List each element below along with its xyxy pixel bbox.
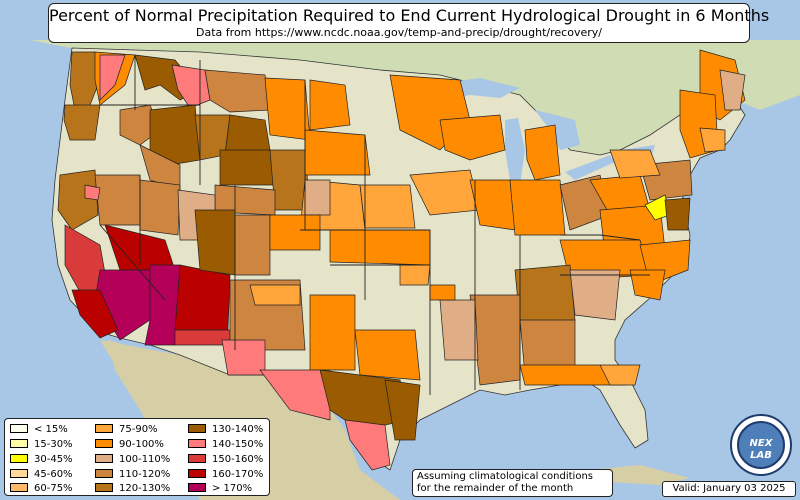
legend-item: 150-160%	[188, 453, 263, 467]
valid-date-label: Valid: January 03 2025	[662, 481, 796, 497]
legend-swatch	[188, 438, 206, 448]
logo-text-bottom: LAB	[750, 450, 772, 461]
legend-swatch	[10, 438, 28, 448]
legend-label: 15-30%	[34, 439, 73, 450]
legend-item: 15-30%	[10, 438, 73, 452]
legend-swatch	[95, 438, 113, 448]
legend-swatch	[10, 482, 28, 492]
assumption-note: Assuming climatological conditions for t…	[412, 469, 613, 497]
legend-label: > 170%	[212, 483, 253, 494]
legend-swatch	[10, 453, 28, 463]
note-line-2: for the remainder of the month	[417, 483, 574, 494]
legend-swatch	[188, 482, 206, 492]
logo-text: NEX LAB	[741, 438, 781, 462]
legend-label: 45-60%	[34, 469, 73, 480]
lake-huron	[535, 110, 580, 150]
map-title: Percent of Normal Precipitation Required…	[49, 6, 770, 25]
legend-label: 160-170%	[212, 469, 264, 480]
nexlab-logo: NEX LAB	[730, 414, 792, 476]
legend-label: 60-75%	[34, 483, 73, 494]
legend-item: 140-150%	[188, 438, 263, 452]
globe-icon: NEX LAB	[737, 421, 785, 469]
legend-swatch	[95, 482, 113, 492]
legend-label: 75-90%	[119, 424, 158, 435]
legend-item: 30-45%	[10, 453, 73, 467]
legend-item: 90-100%	[95, 438, 164, 452]
lake-michigan	[505, 118, 525, 185]
legend-swatch	[188, 423, 206, 433]
legend-label: 140-150%	[212, 439, 264, 450]
drought-regions	[57, 49, 746, 471]
legend-label: 150-160%	[212, 454, 264, 465]
legend-item: 45-60%	[10, 468, 73, 482]
legend-item: 120-130%	[95, 482, 170, 496]
legend-label: 30-45%	[34, 454, 73, 465]
legend-item: 160-170%	[188, 468, 263, 482]
legend-swatch	[10, 423, 28, 433]
legend-label: 130-140%	[212, 424, 264, 435]
legend-item: < 15%	[10, 423, 68, 437]
legend-label: 110-120%	[119, 469, 171, 480]
logo-text-top: NEX	[749, 438, 773, 449]
cuba-land	[590, 465, 690, 485]
legend-label: 100-110%	[119, 454, 171, 465]
title-box: Percent of Normal Precipitation Required…	[48, 3, 770, 43]
canada-land	[30, 40, 800, 155]
legend: < 15% 15-30% 30-45% 45-60% 60-75% 75-90%…	[4, 418, 270, 496]
legend-item: > 170%	[188, 482, 252, 496]
legend-swatch	[95, 468, 113, 478]
legend-item: 60-75%	[10, 482, 73, 496]
legend-label: 90-100%	[119, 439, 164, 450]
legend-label: < 15%	[34, 424, 68, 435]
legend-swatch	[10, 468, 28, 478]
legend-item: 75-90%	[95, 423, 158, 437]
legend-item: 100-110%	[95, 453, 170, 467]
legend-item: 130-140%	[188, 423, 263, 437]
legend-swatch	[95, 453, 113, 463]
legend-swatch	[95, 423, 113, 433]
note-line-1: Assuming climatological conditions	[417, 471, 593, 482]
legend-swatch	[188, 453, 206, 463]
state-borders	[99, 55, 650, 395]
legend-swatch	[188, 468, 206, 478]
lake-erie	[565, 155, 615, 180]
map-subtitle: Data from https://www.ncdc.noaa.gov/temp…	[196, 26, 602, 39]
legend-item: 110-120%	[95, 468, 170, 482]
legend-label: 120-130%	[119, 483, 171, 494]
